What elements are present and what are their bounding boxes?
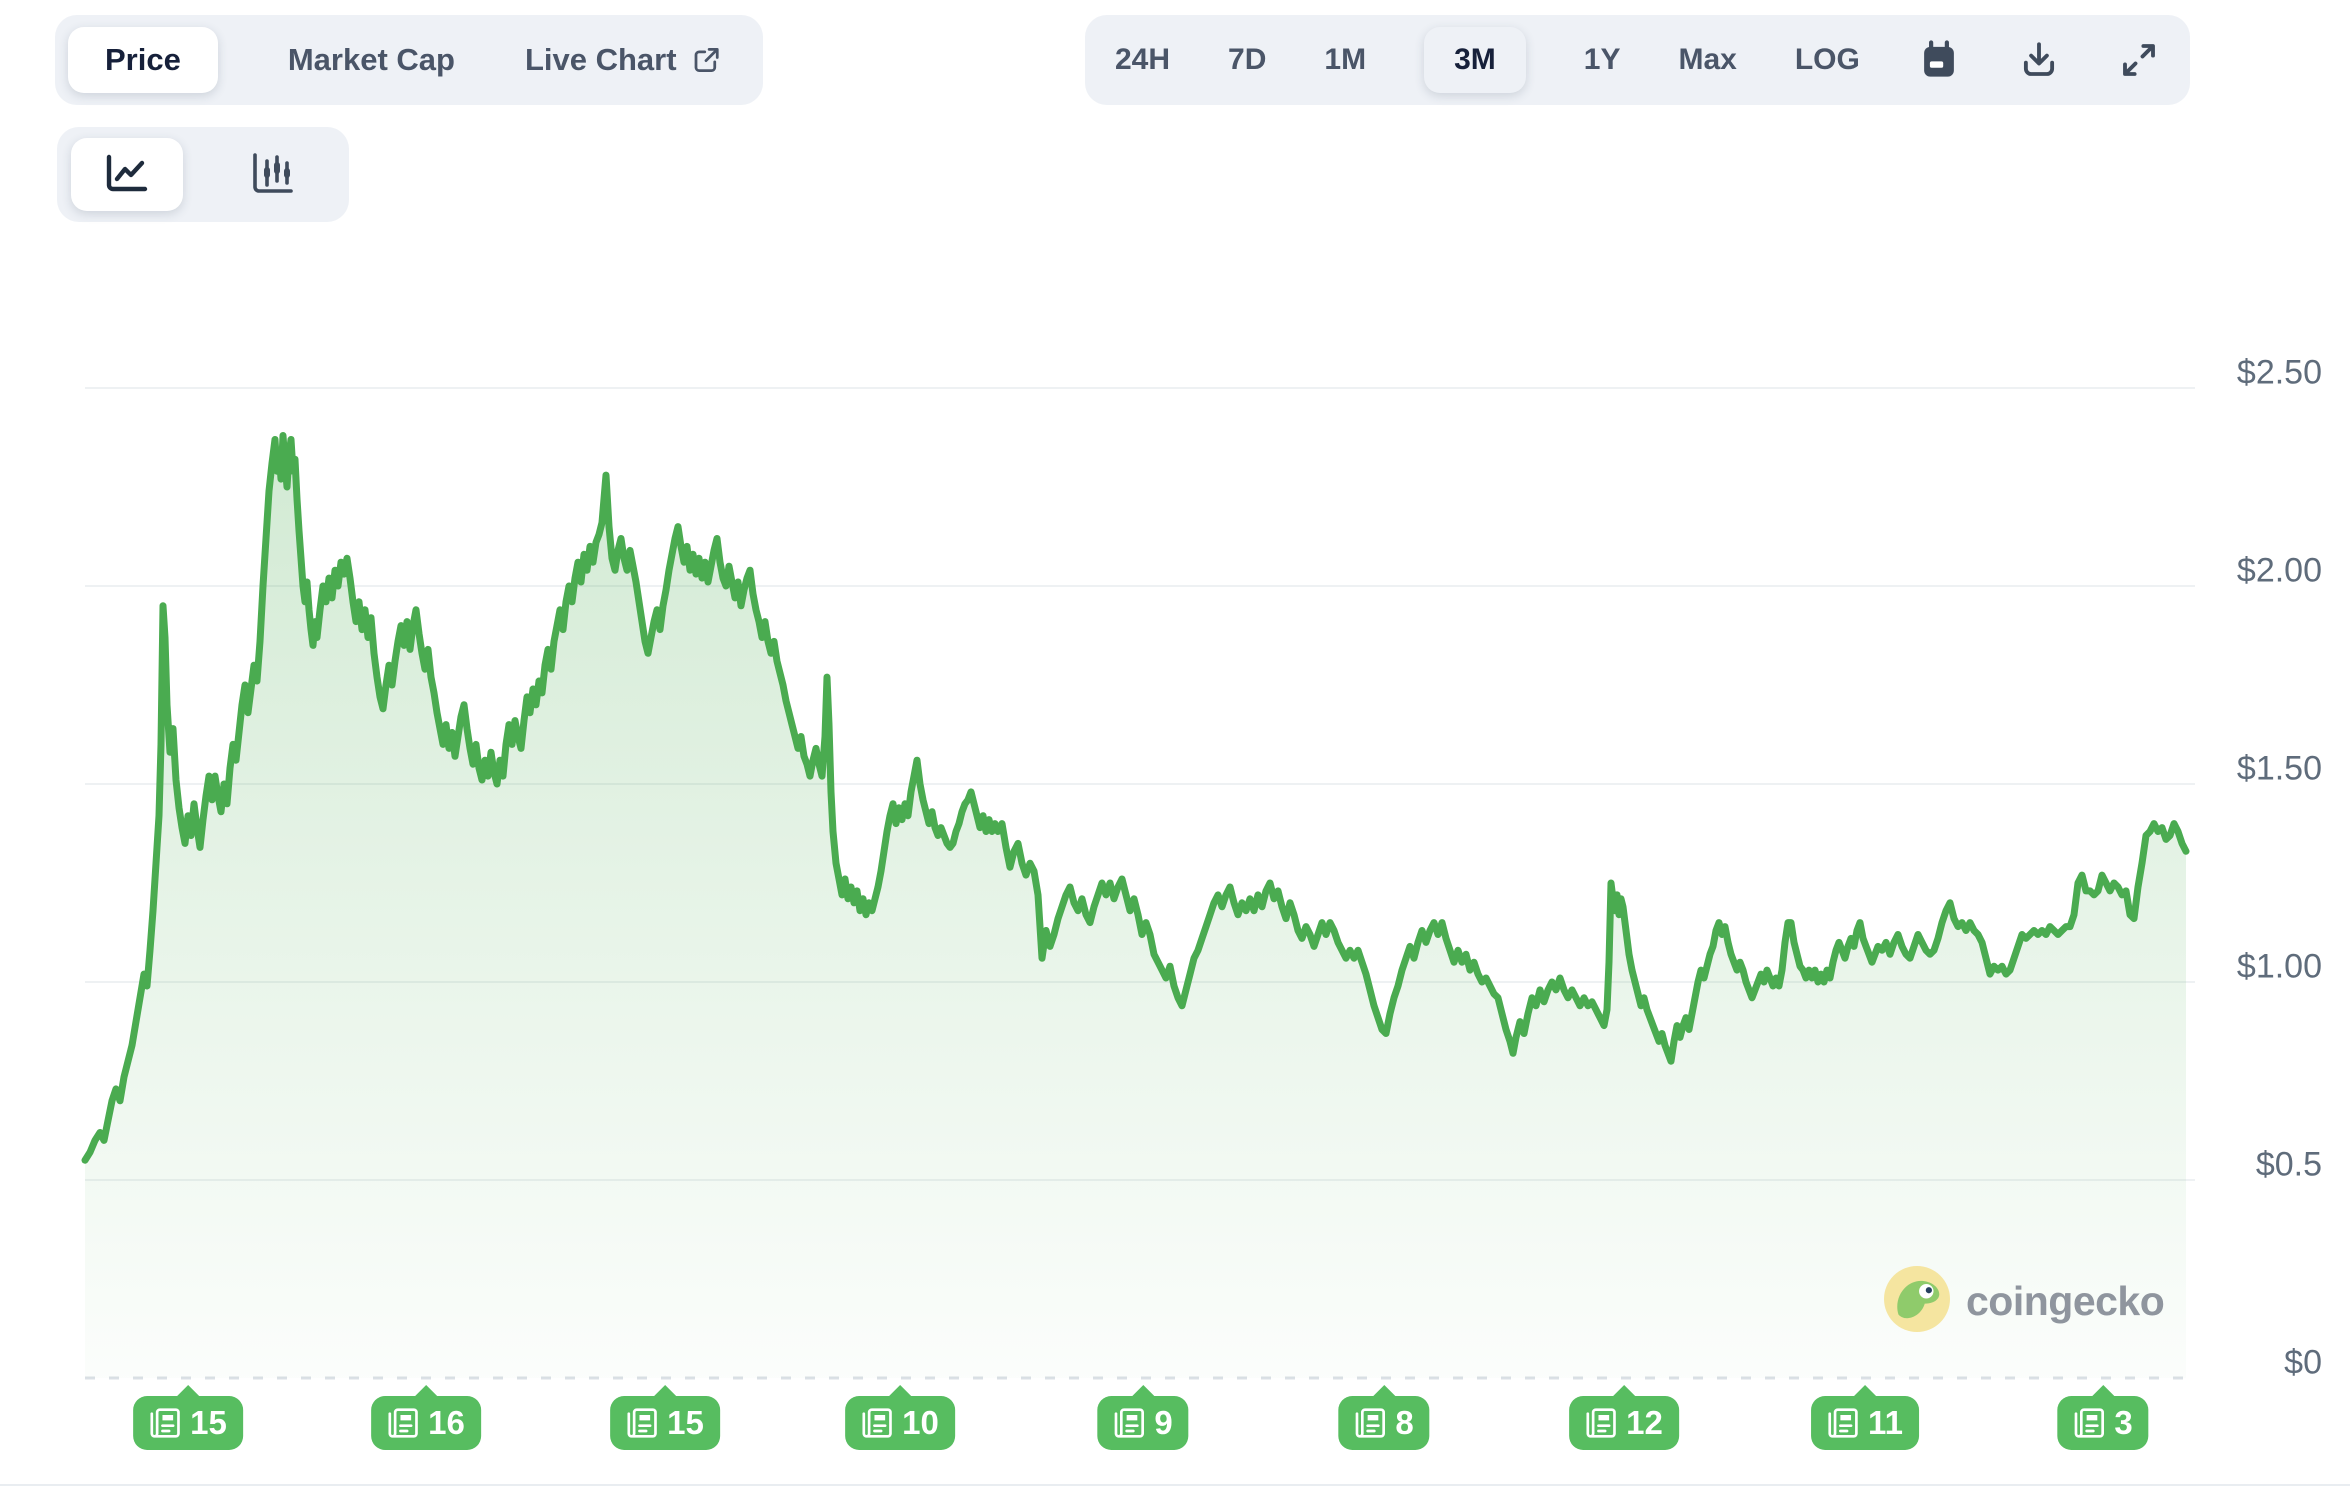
y-axis-label: $2.50 [2236, 353, 2322, 392]
y-axis-label: $2.00 [2236, 551, 2322, 590]
line-chart-icon [103, 149, 151, 200]
news-badge[interactable]: 10 [845, 1396, 955, 1450]
news-count: 15 [667, 1404, 704, 1441]
y-axis-label: $1.00 [2236, 947, 2322, 986]
y-axis-label: $0 [2284, 1343, 2322, 1382]
range-24h[interactable]: 24H [1115, 43, 1171, 76]
news-badge[interactable]: 11 [1811, 1396, 1919, 1450]
candlestick-icon [249, 149, 297, 200]
news-badge[interactable]: 12 [1569, 1396, 1679, 1450]
coingecko-watermark: coingecko [1884, 1266, 2165, 1337]
range-3m[interactable]: 3M [1424, 27, 1526, 93]
news-badge[interactable]: 15 [610, 1396, 720, 1450]
newspaper-icon [626, 1407, 658, 1439]
news-count: 10 [902, 1404, 939, 1441]
price-line [81, 432, 2190, 1164]
external-link-icon [691, 45, 721, 75]
news-count: 15 [190, 1404, 227, 1441]
news-badge[interactable]: 8 [1338, 1396, 1430, 1450]
download-button[interactable] [2018, 39, 2060, 81]
tab-live-chart[interactable]: Live Chart [525, 42, 721, 78]
news-badge[interactable]: 16 [371, 1396, 481, 1450]
calendar-icon [1918, 39, 1960, 81]
news-badge[interactable]: 3 [2057, 1396, 2149, 1450]
coingecko-logo-icon [1884, 1266, 1950, 1337]
range-7d[interactable]: 7D [1228, 43, 1267, 76]
y-axis-label: $0.5 [2255, 1145, 2322, 1184]
newspaper-icon [2073, 1407, 2105, 1439]
news-count: 8 [1395, 1404, 1414, 1441]
news-count: 9 [1154, 1404, 1173, 1441]
download-icon [2018, 39, 2060, 81]
newspaper-icon [861, 1407, 893, 1439]
newspaper-icon [1354, 1407, 1386, 1439]
bottom-divider [0, 1484, 2350, 1486]
tab-label: Price [105, 42, 181, 77]
range-1m[interactable]: 1M [1324, 43, 1367, 76]
line-chart-button[interactable] [71, 138, 183, 211]
watermark-text: coingecko [1966, 1278, 2165, 1324]
candlestick-chart-button[interactable] [217, 138, 329, 211]
news-badge[interactable]: 15 [133, 1396, 243, 1450]
newspaper-icon [387, 1407, 419, 1439]
news-badge[interactable]: 9 [1097, 1396, 1189, 1450]
news-count: 16 [428, 1404, 465, 1441]
y-axis-label: $1.50 [2236, 749, 2322, 788]
newspaper-icon [149, 1407, 181, 1439]
range-button-group: 24H 7D 1M 3M 1Y Max LOG [1085, 15, 2190, 105]
view-tab-group: Price Market Cap Live Chart [55, 15, 763, 105]
newspaper-icon [1585, 1407, 1617, 1439]
tab-market-cap[interactable]: Market Cap [288, 42, 455, 78]
range-log[interactable]: LOG [1794, 43, 1860, 76]
news-count: 12 [1626, 1404, 1663, 1441]
range-1y[interactable]: 1Y [1583, 43, 1621, 76]
news-count: 3 [2114, 1404, 2133, 1441]
news-count: 11 [1868, 1404, 1903, 1441]
fullscreen-button[interactable] [2118, 39, 2160, 81]
tab-label: Live Chart [524, 42, 677, 77]
chart-type-toggle [57, 127, 349, 222]
range-max[interactable]: Max [1678, 43, 1737, 76]
calendar-button[interactable] [1918, 39, 1960, 81]
tab-price[interactable]: Price [68, 27, 218, 93]
tab-label: Market Cap [287, 42, 455, 77]
newspaper-icon [1113, 1407, 1145, 1439]
fullscreen-icon [2118, 39, 2160, 81]
newspaper-icon [1827, 1407, 1859, 1439]
